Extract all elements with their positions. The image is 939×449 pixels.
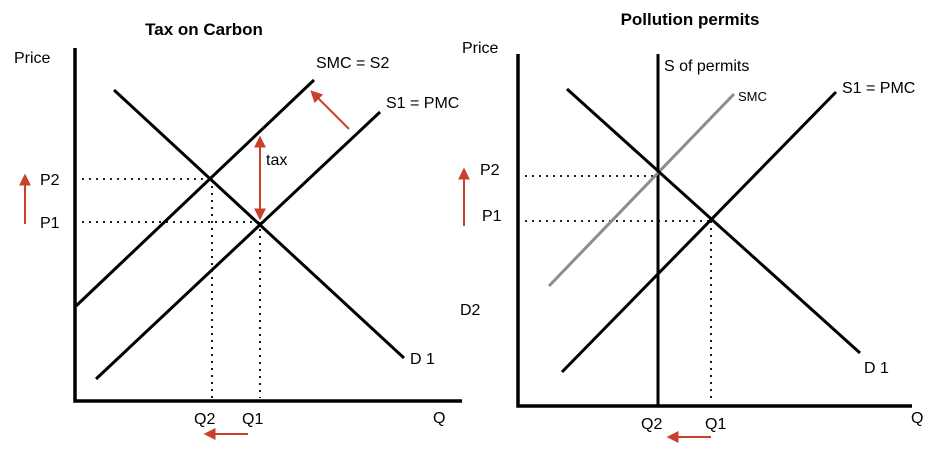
left-demand-curve [112,88,406,360]
right-smc-label: SMC [738,89,767,104]
left-x-axis-label: Q [433,410,445,427]
left-q1-label: Q1 [242,411,263,428]
right-axes [516,54,912,408]
left-p2-label: P2 [40,172,60,189]
left-q2-label: Q2 [194,411,215,428]
right-y-axis-label: Price [462,40,499,57]
right-smc-curve [547,92,736,288]
right-demand-curve [565,87,862,355]
right-q1-label: Q1 [705,416,726,433]
left-pmc-curve [94,110,382,381]
left-axes [73,48,462,403]
tax-on-carbon-panel: Tax on Carbon Price Q SMC = S2 S1 = PMC … [14,20,462,440]
right-d2-label: D2 [460,302,481,319]
left-p1-label: P1 [40,215,60,232]
right-title: Pollution permits [621,10,760,29]
right-x-axis-label: Q [911,410,923,427]
right-q2-label: Q2 [641,416,662,433]
left-tax-label: tax [266,152,287,169]
right-pmc-label: S1 = PMC [842,80,915,97]
left-shift-arrow [310,90,350,130]
pollution-permits-panel: Pollution permits Price Q S of permits S… [458,10,923,443]
right-p1-label: P1 [482,208,502,225]
right-permits-label: S of permits [664,58,749,75]
right-demand-label: D 1 [864,360,889,377]
left-pmc-label: S1 = PMC [386,95,459,112]
right-pmc-curve [560,90,838,374]
left-demand-label: D 1 [410,351,435,368]
left-smc-label: SMC = S2 [316,55,389,72]
left-smc-curve [74,78,316,308]
right-p2-label: P2 [480,162,500,179]
left-title: Tax on Carbon [145,20,263,39]
left-y-axis-label: Price [14,50,51,67]
